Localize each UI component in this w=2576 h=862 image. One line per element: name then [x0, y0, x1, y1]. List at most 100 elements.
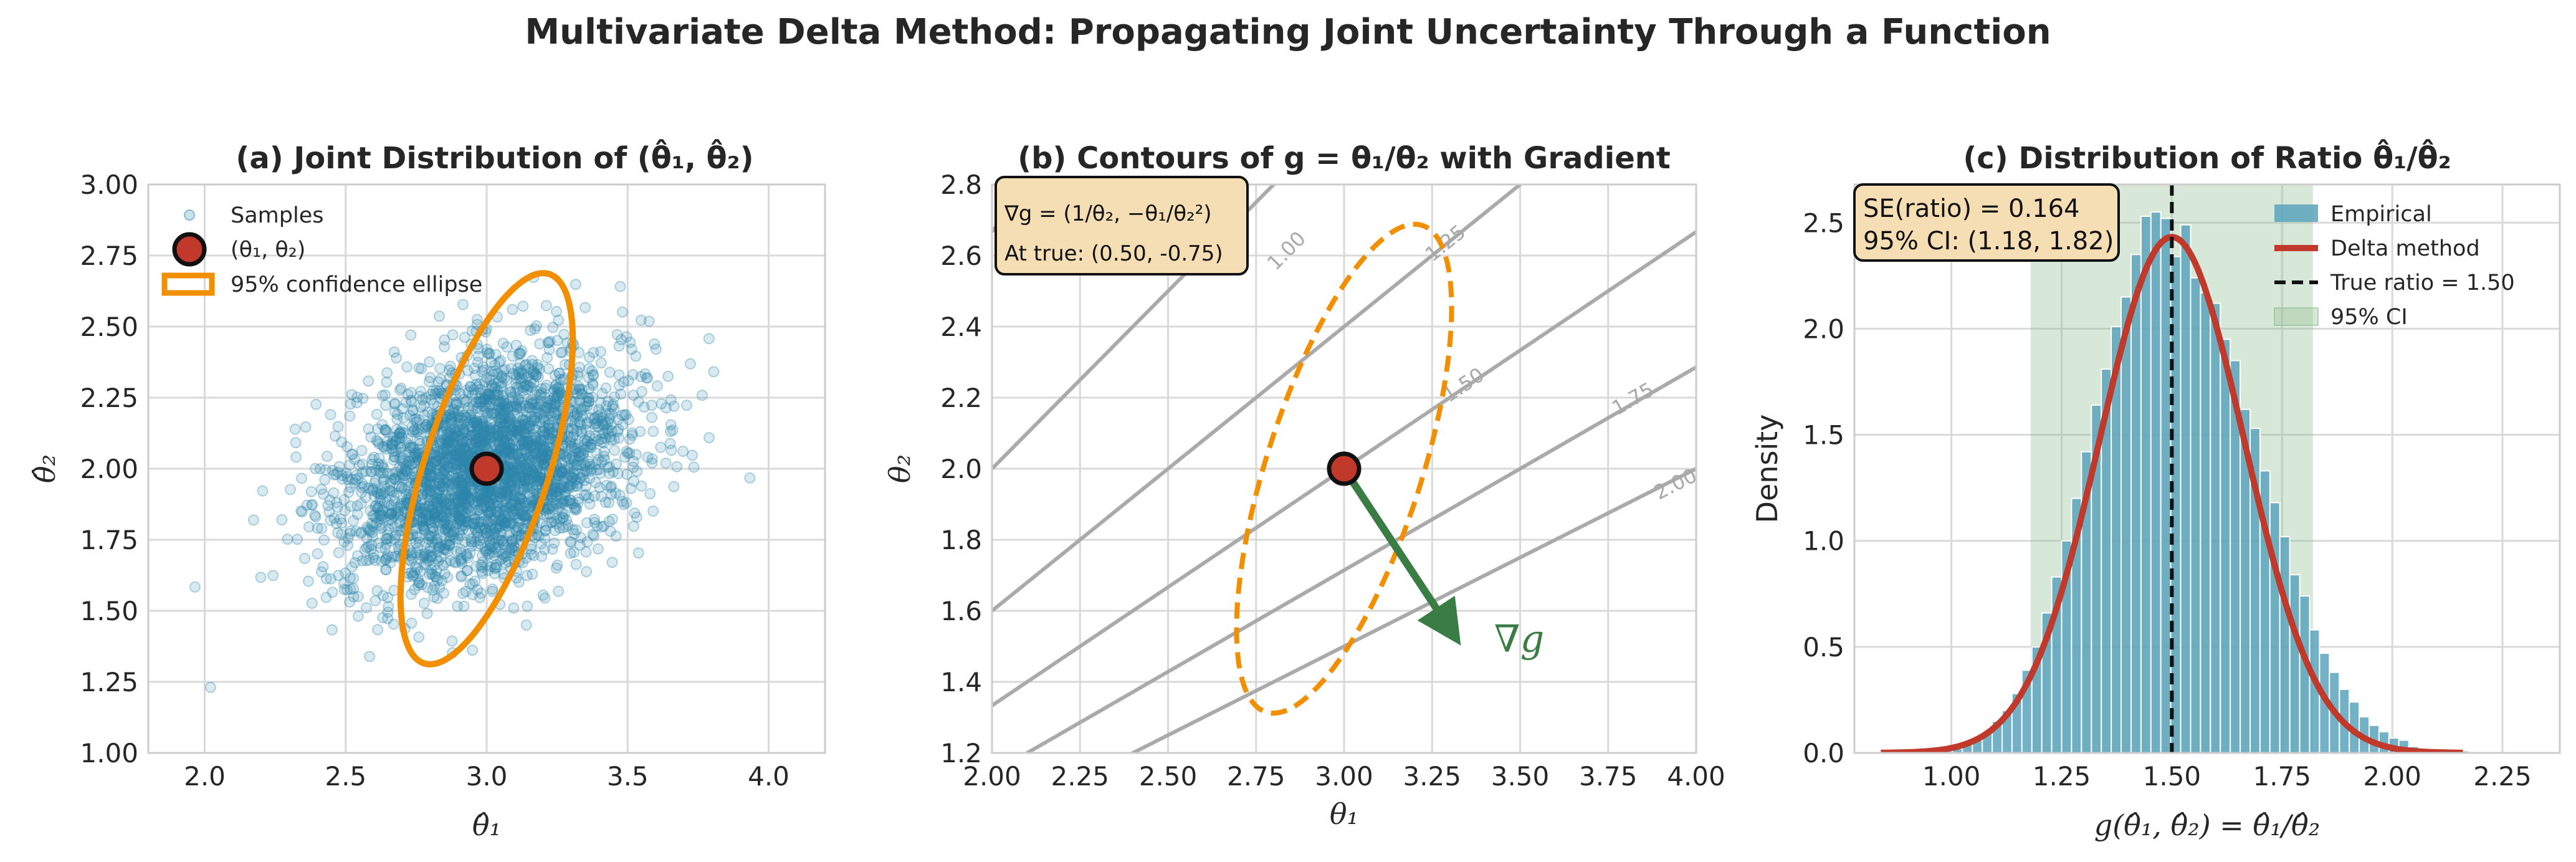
- sample-point: [468, 384, 480, 396]
- sample-point: [513, 514, 525, 526]
- sample-point: [423, 376, 435, 388]
- sample-point: [589, 430, 601, 442]
- sample-point: [416, 579, 427, 591]
- sample-point: [455, 464, 467, 476]
- sample-point: [510, 419, 522, 431]
- sample-point: [546, 500, 558, 512]
- sample-point: [436, 480, 447, 492]
- sample-point: [356, 444, 368, 456]
- sample-point: [329, 430, 341, 442]
- sample-point: [421, 419, 432, 431]
- sample-point: [509, 397, 521, 409]
- sample-point: [502, 477, 514, 489]
- sample-point: [539, 592, 551, 604]
- sample-point: [490, 523, 502, 535]
- sample-point: [470, 437, 482, 449]
- sample-point: [444, 434, 456, 446]
- sample-point: [495, 380, 507, 392]
- sample-point: [458, 493, 470, 504]
- sample-point: [650, 343, 662, 355]
- sample-point: [594, 463, 605, 475]
- sample-point: [489, 568, 500, 580]
- sample-point: [413, 532, 425, 544]
- sample-point: [497, 421, 508, 433]
- legend-ellipse-label: 95% confidence ellipse: [231, 272, 482, 297]
- panel-a-xtick-label: 3.0: [466, 761, 508, 792]
- sample-point: [581, 416, 593, 428]
- legend-true-point-marker: [172, 232, 207, 267]
- sample-point: [557, 512, 569, 524]
- sample-point: [460, 499, 472, 510]
- sample-point: [490, 542, 502, 553]
- sample-point: [519, 472, 531, 484]
- sample-point: [492, 500, 503, 512]
- sample-point: [495, 482, 507, 494]
- sample-point: [494, 413, 505, 424]
- sample-point: [665, 444, 677, 456]
- panel-b-xtick-label: 2.75: [1227, 761, 1286, 792]
- sample-point: [526, 355, 538, 366]
- sample-point: [497, 514, 508, 525]
- sample-point: [428, 542, 440, 553]
- contour-label: 1.00: [1262, 227, 1310, 275]
- sample-point: [465, 540, 477, 552]
- sample-point: [434, 363, 446, 375]
- sample-point: [441, 519, 453, 530]
- sample-point: [480, 492, 492, 503]
- sample-point: [442, 436, 454, 448]
- sample-point: [478, 500, 490, 512]
- sample-point: [608, 433, 620, 445]
- sample-point: [416, 394, 428, 406]
- sample-point: [528, 446, 539, 457]
- sample-point: [520, 510, 532, 522]
- panel-b-ytick-label: 1.2: [940, 738, 982, 769]
- sample-point: [452, 600, 464, 612]
- sample-point: [512, 477, 523, 489]
- panel-b-xtick-label: 2.50: [1139, 761, 1198, 792]
- sample-point: [600, 418, 612, 429]
- sample-point: [470, 430, 482, 442]
- sample-point: [319, 474, 331, 486]
- sample-point: [545, 490, 557, 502]
- sample-point: [452, 454, 464, 466]
- sample-point: [519, 510, 531, 522]
- sample-point: [497, 441, 509, 453]
- sample-point: [498, 365, 509, 376]
- histogram-bar: [2150, 211, 2162, 753]
- sample-point: [613, 340, 625, 352]
- sample-point: [533, 407, 545, 419]
- sample-point: [448, 431, 460, 442]
- sample-point: [426, 515, 437, 527]
- sample-point: [310, 511, 322, 523]
- sample-point: [523, 363, 535, 375]
- sample-point: [489, 359, 501, 371]
- panel-b-annotation: ∇g = (1/θ₂, −θ₁/θ₂²) At true: (0.50, -0.…: [995, 176, 1249, 275]
- sample-point: [534, 338, 546, 350]
- sample-point: [495, 444, 507, 456]
- sample-point: [456, 494, 468, 505]
- sample-point: [475, 515, 486, 527]
- sample-point: [531, 440, 543, 452]
- sample-point: [434, 455, 445, 467]
- sample-point: [431, 546, 443, 558]
- sample-point: [572, 455, 584, 467]
- sample-point: [411, 426, 423, 438]
- sample-point: [312, 548, 323, 560]
- sample-point: [576, 388, 588, 400]
- sample-point: [417, 515, 429, 527]
- sample-point: [546, 502, 558, 514]
- sample-point: [464, 547, 476, 559]
- sample-point: [412, 424, 424, 436]
- sample-point: [437, 481, 448, 493]
- sample-point: [460, 488, 472, 500]
- sample-point: [454, 412, 466, 424]
- sample-point: [576, 427, 588, 439]
- sample-point: [443, 519, 455, 531]
- sample-point: [417, 514, 429, 525]
- sample-point: [400, 463, 412, 475]
- sample-point: [344, 528, 356, 539]
- sample-point: [487, 369, 499, 381]
- sample-point: [462, 491, 474, 502]
- sample-point: [423, 491, 435, 502]
- sample-point: [394, 510, 406, 522]
